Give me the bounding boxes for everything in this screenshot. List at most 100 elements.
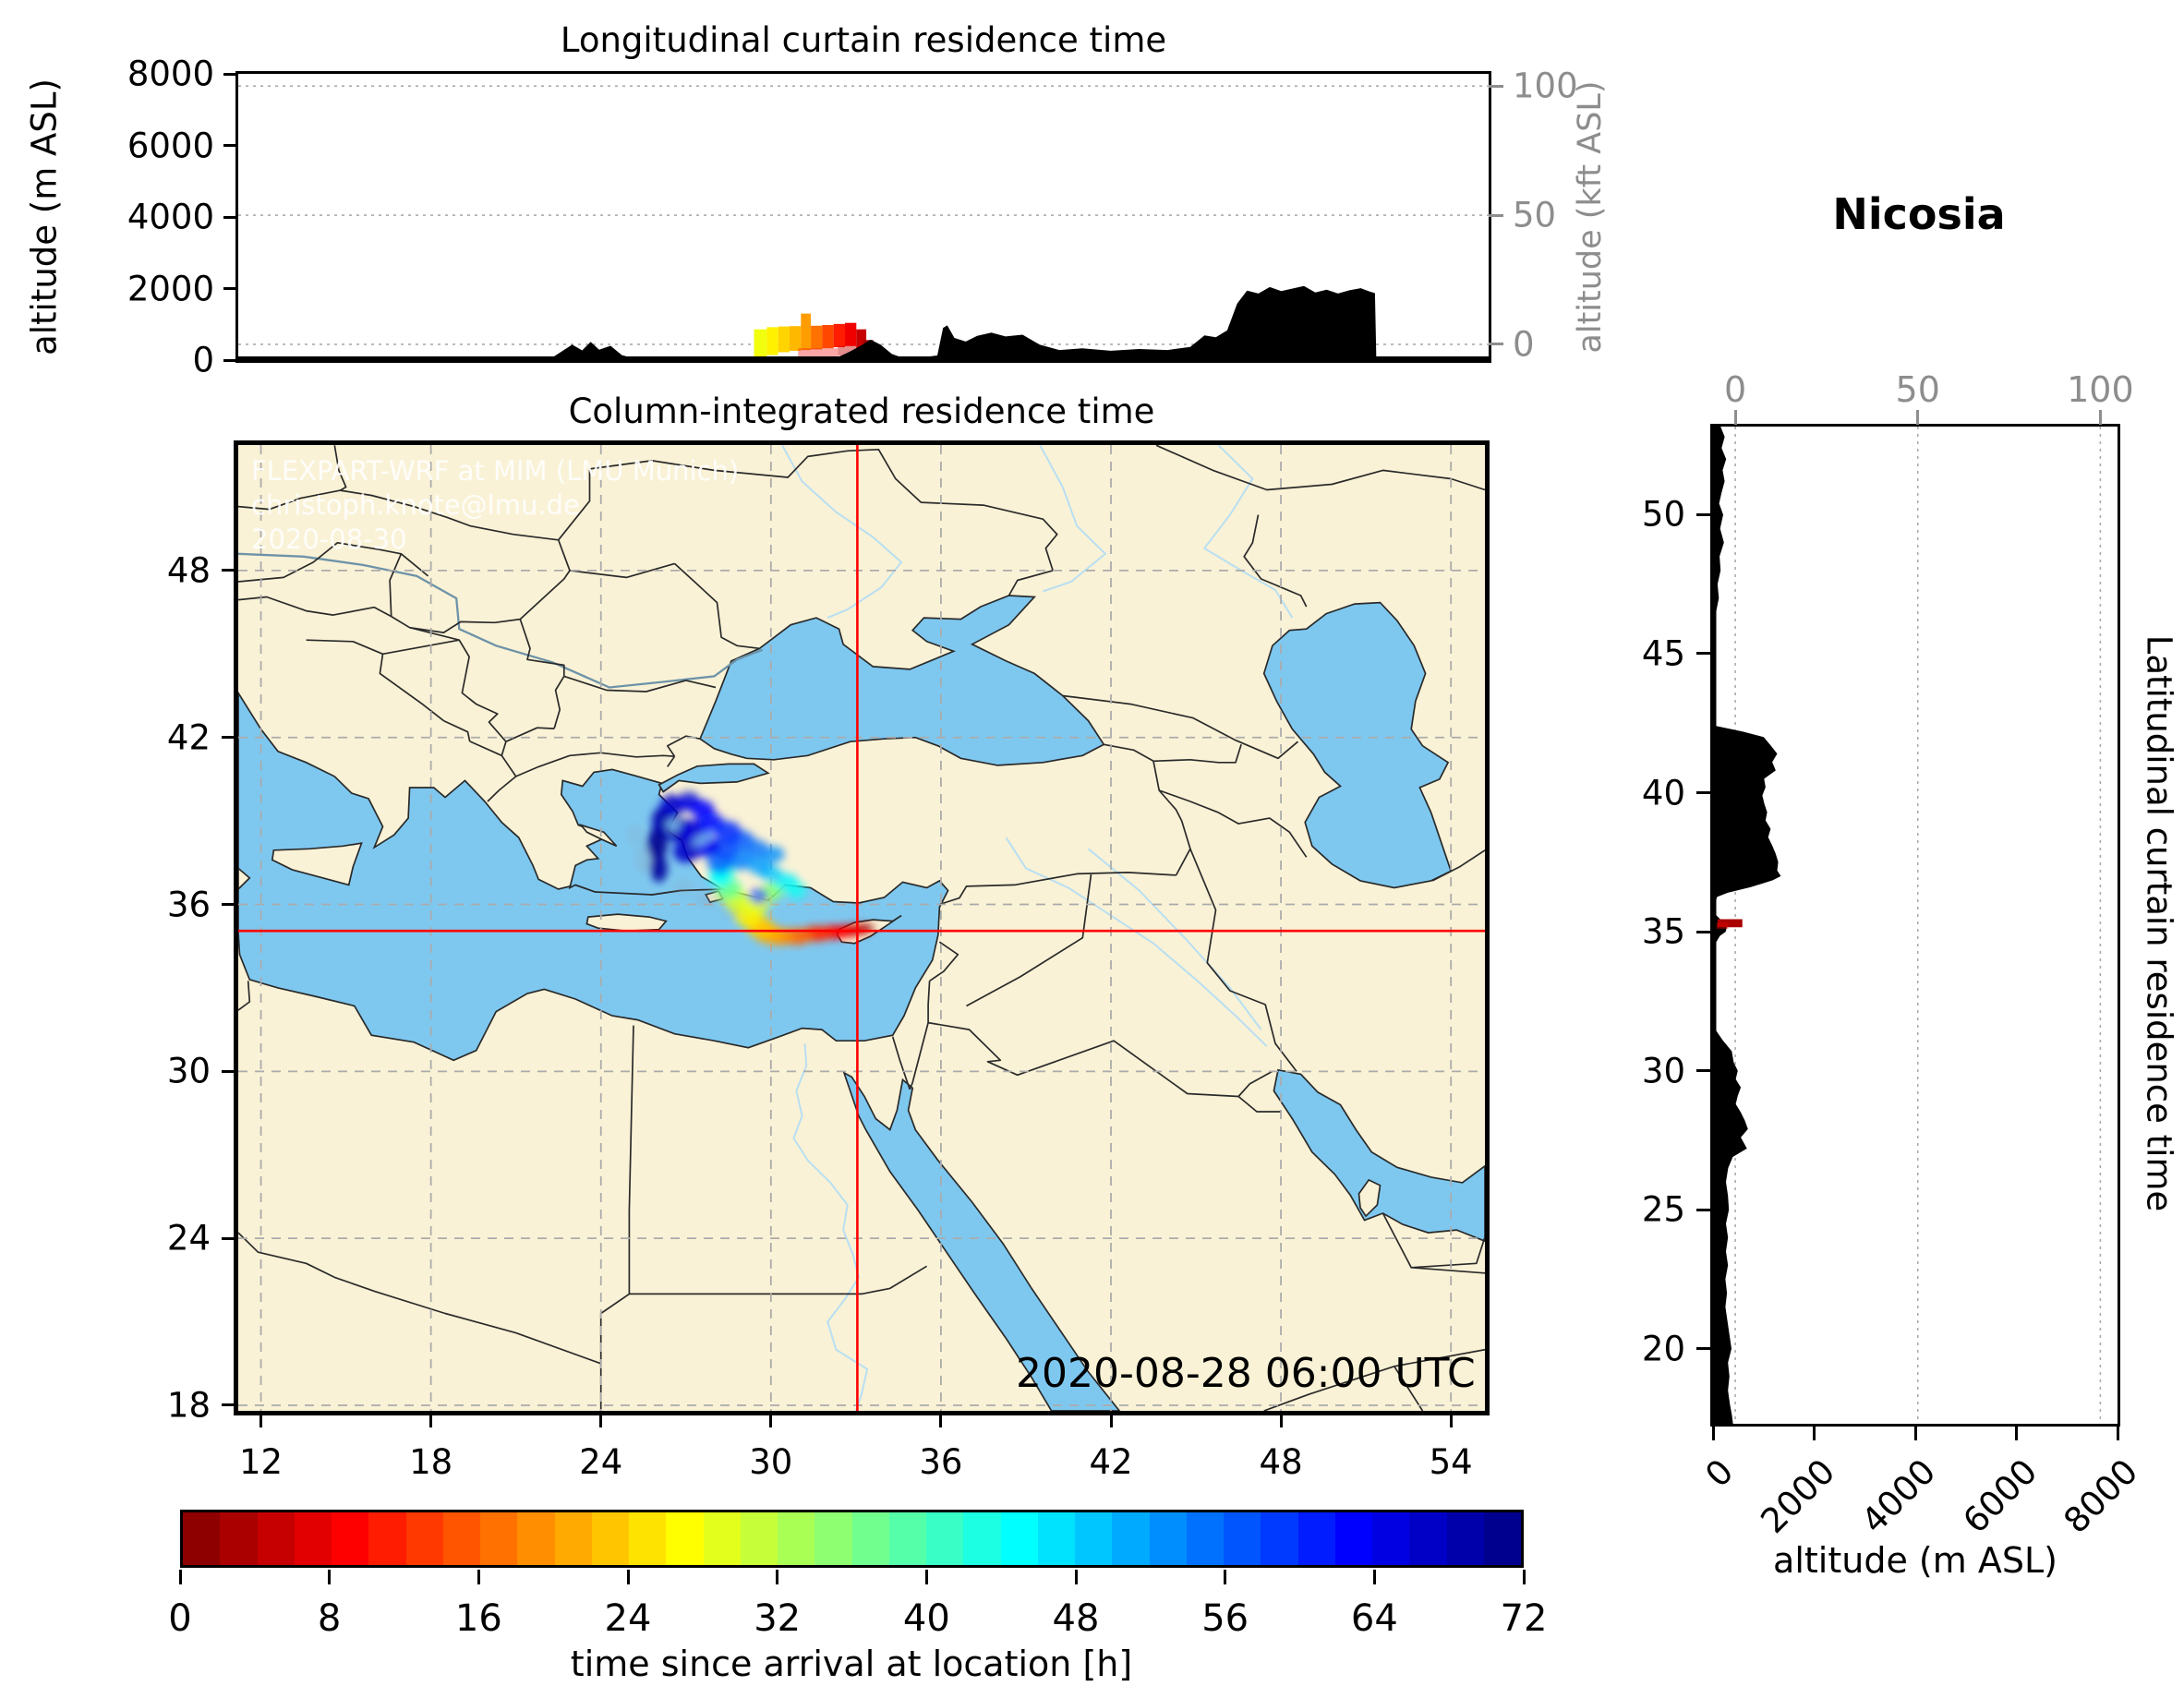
colorbar-cell — [963, 1512, 1001, 1565]
map-ytick-mark — [222, 1236, 236, 1240]
top-ytick-label: 8000 — [127, 54, 214, 94]
colorbar-tick-mark — [1372, 1570, 1376, 1584]
map-xtick-mark — [1279, 1413, 1283, 1427]
map-xtick-label: 54 — [1429, 1442, 1473, 1482]
map-xtick-mark — [599, 1413, 603, 1427]
colorbar-tick-mark — [178, 1570, 182, 1584]
top-ytick-mark — [223, 144, 238, 147]
right-ytick-label: 45 — [1641, 633, 1685, 674]
map-ytick-mark — [222, 903, 236, 907]
right-xtick-top-label: 50 — [1895, 369, 1940, 410]
top-ytick-mark — [223, 72, 238, 76]
top-ytick-mark — [223, 358, 238, 362]
colorbar-cell — [183, 1512, 221, 1565]
top-panel-ylabel-right: altitude (kft ASL) — [1572, 80, 1609, 354]
colorbar-tick-label: 56 — [1201, 1597, 1249, 1640]
right-xtick-label: 4000 — [1853, 1451, 1944, 1541]
colorbar-cell — [480, 1512, 518, 1565]
top-ytick-right-label: 100 — [1513, 66, 1578, 106]
right-xtick-mark — [2015, 1426, 2018, 1440]
right-ytick-label: 20 — [1641, 1329, 1685, 1369]
colorbar-tick-mark — [1522, 1570, 1526, 1584]
right-xtick-label: 0 — [1697, 1451, 1742, 1496]
map-title: Column-integrated residence time — [568, 391, 1155, 431]
watermark-line-1: FLEXPART-WRF at MIM (LMU Munich) — [251, 455, 740, 487]
map-xtick-mark — [259, 1413, 263, 1427]
map-xtick-mark — [1449, 1413, 1453, 1427]
map-ytick-label: 18 — [166, 1385, 211, 1426]
right-ytick-label: 35 — [1641, 911, 1685, 952]
right-xtick-top-mark — [1733, 410, 1737, 425]
right-ytick-mark — [1696, 930, 1711, 933]
right-xtick-mark — [2116, 1426, 2119, 1440]
top-ytick-right-mark — [1489, 84, 1503, 88]
map-chart[interactable] — [238, 445, 1485, 1411]
colorbar-cell — [257, 1512, 295, 1565]
colorbar-cell — [778, 1512, 815, 1565]
top-ytick-right-label: 50 — [1513, 195, 1557, 235]
right-ytick-mark — [1696, 652, 1711, 656]
colorbar-cell — [1037, 1512, 1075, 1565]
map-xtick-label: 42 — [1089, 1442, 1133, 1482]
colorbar-cell — [1224, 1512, 1261, 1565]
right-ytick-mark — [1696, 512, 1711, 516]
map-ytick-label: 42 — [166, 717, 211, 758]
colorbar-cell — [332, 1512, 369, 1565]
colorbar-tick-mark — [1224, 1570, 1227, 1584]
colorbar-cell — [1186, 1512, 1224, 1565]
right-ytick-mark — [1696, 1347, 1711, 1351]
colorbar-cell — [1334, 1512, 1372, 1565]
watermark-line-2: christoph.knote@lmu.de — [251, 489, 580, 521]
colorbar-cell — [554, 1512, 592, 1565]
right-xtick-mark — [1711, 1426, 1715, 1440]
map-ytick-label: 36 — [166, 885, 211, 925]
map-ytick-mark — [222, 736, 236, 740]
right-xtick-top-label: 0 — [1723, 369, 1747, 410]
map-xtick-label: 18 — [409, 1442, 453, 1482]
top-ytick-label: 6000 — [127, 126, 214, 165]
colorbar-cell — [1075, 1512, 1113, 1565]
top-ytick-label: 4000 — [127, 197, 214, 237]
right-ytick-mark — [1696, 1208, 1711, 1211]
map-ytick-mark — [222, 1069, 236, 1073]
colorbar-cell — [517, 1512, 555, 1565]
colorbar-tick-mark — [776, 1570, 779, 1584]
colorbar-cell — [1372, 1512, 1410, 1565]
colorbar-cell — [220, 1512, 258, 1565]
colorbar-tick-label: 48 — [1052, 1597, 1100, 1640]
map-ytick-label: 30 — [166, 1051, 211, 1091]
colorbar-cell — [1409, 1512, 1447, 1565]
colorbar-tick-label: 8 — [317, 1597, 342, 1640]
right-ytick-mark — [1696, 1069, 1711, 1073]
top-ytick-mark — [223, 287, 238, 290]
right-xtick-top-label: 100 — [2067, 369, 2134, 410]
colorbar-tick-mark — [328, 1570, 332, 1584]
map-xtick-mark — [769, 1413, 773, 1427]
colorbar-cell — [1149, 1512, 1187, 1565]
map-ytick-mark — [222, 569, 236, 572]
colorbar-tick-mark — [924, 1570, 928, 1584]
colorbar-cell — [814, 1512, 852, 1565]
colorbar-cell — [1483, 1512, 1521, 1565]
longitudinal-curtain-chart — [238, 85, 1489, 360]
map-xtick-label: 48 — [1259, 1442, 1303, 1482]
latitudinal-curtain-chart — [1713, 427, 2102, 1424]
map-xtick-label: 36 — [919, 1442, 963, 1482]
colorbar-tick-mark — [477, 1570, 480, 1584]
map-ytick-label: 48 — [166, 550, 211, 591]
right-ytick-mark — [1696, 791, 1711, 795]
colorbar-tick-label: 40 — [902, 1597, 950, 1640]
right-ytick-label: 40 — [1641, 773, 1685, 813]
map-xtick-mark — [939, 1413, 943, 1427]
colorbar-cell — [926, 1512, 964, 1565]
right-xtick-label: 6000 — [1954, 1451, 2045, 1541]
colorbar-cell — [368, 1512, 406, 1565]
right-ytick-label: 50 — [1641, 494, 1685, 535]
top-ytick-mark — [223, 215, 238, 219]
colorbar-label: time since arrival at location [h] — [570, 1644, 1133, 1684]
colorbar-tick-label: 24 — [604, 1597, 652, 1640]
map-xtick-label: 12 — [238, 1442, 284, 1482]
map-watermark: FLEXPART-WRF at MIM (LMU Munich) christo… — [251, 454, 739, 557]
colorbar-cell — [703, 1512, 741, 1565]
colorbar-cell — [1000, 1512, 1038, 1565]
